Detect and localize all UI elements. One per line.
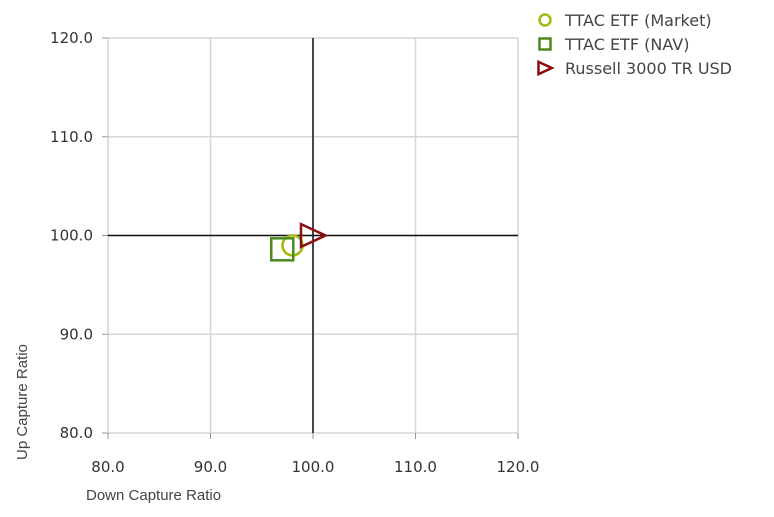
reference-lines <box>108 38 518 433</box>
y-axis-title: Up Capture Ratio <box>14 344 31 460</box>
x-tick-label: 110.0 <box>394 458 437 476</box>
y-tick-label: 100.0 <box>50 227 93 245</box>
legend-marker-square <box>538 37 552 51</box>
x-axis-title: Down Capture Ratio <box>86 487 221 504</box>
y-axis-ticks: 80.0 90.0 100.0 110.0 120.0 <box>50 29 108 442</box>
x-tick-label: 120.0 <box>497 458 540 476</box>
x-axis-ticks: 80.0 90.0 100.0 110.0 120.0 <box>91 433 539 476</box>
legend-label: TTAC ETF (Market) <box>564 11 712 30</box>
data-points <box>270 222 329 262</box>
x-tick-label: 100.0 <box>292 458 335 476</box>
y-tick-label: 120.0 <box>50 29 93 47</box>
legend-marker-circle <box>538 13 552 27</box>
data-point-square <box>270 237 295 262</box>
y-tick-label: 110.0 <box>50 128 93 146</box>
x-tick-label: 80.0 <box>91 458 124 476</box>
legend: TTAC ETF (Market) TTAC ETF (NAV) Russell 3… <box>537 11 732 78</box>
legend-label: TTAC ETF (NAV) <box>564 35 689 54</box>
data-point-triangle-right <box>299 222 329 249</box>
legend-marker-triangle-right <box>537 59 555 77</box>
x-tick-label: 90.0 <box>194 458 227 476</box>
legend-label: Russell 3000 TR USD <box>565 59 732 78</box>
y-tick-label: 90.0 <box>60 325 93 343</box>
y-tick-label: 80.0 <box>60 424 93 442</box>
